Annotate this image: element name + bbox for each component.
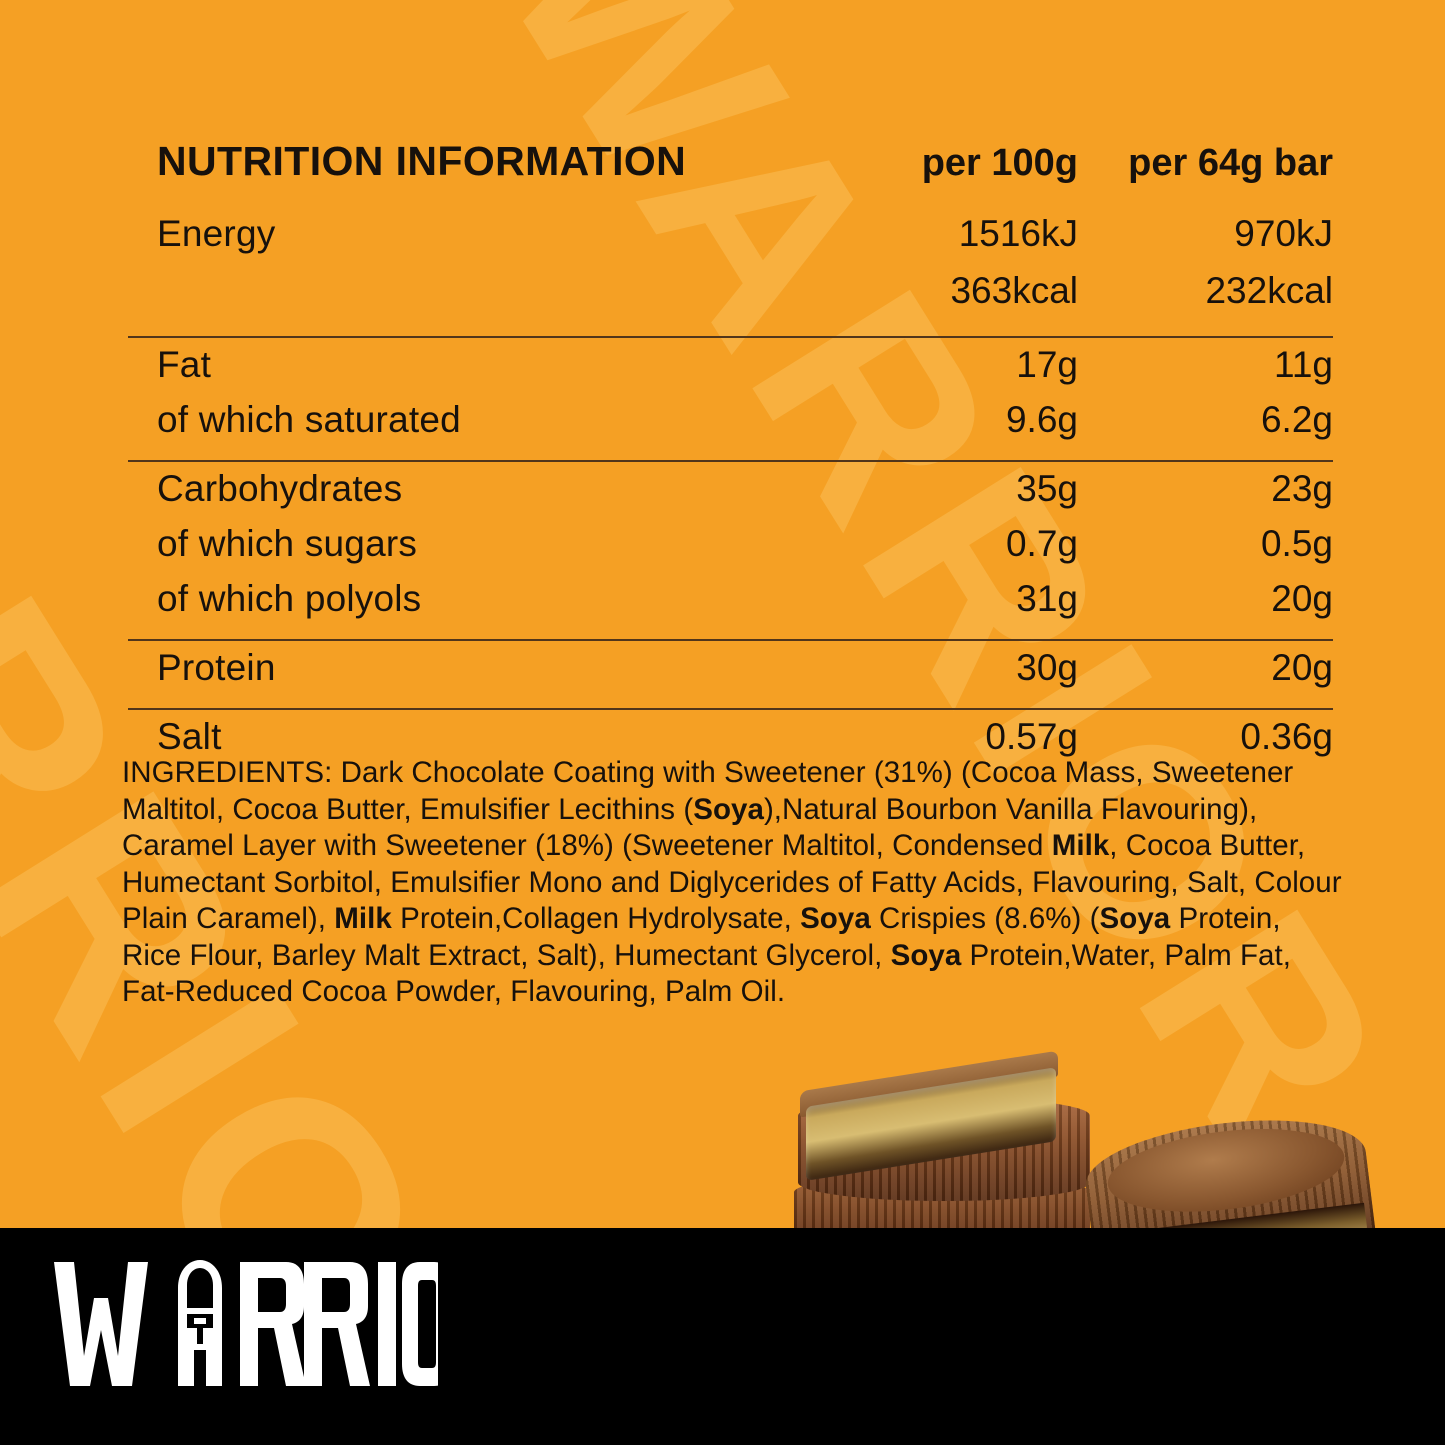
table-row: Energy 1516kJ 970kJ [128, 213, 1333, 270]
table-row: 363kcal 232kcal [128, 270, 1333, 327]
table-divider [128, 460, 1333, 462]
row-value-per-bar: 23g [1271, 468, 1333, 509]
table-divider [128, 639, 1333, 641]
nutrition-title: NUTRITION INFORMATION [157, 138, 687, 184]
row-value-per-100g: 31g [1016, 578, 1078, 619]
column-header-per-bar: per 64g bar [1128, 142, 1333, 184]
row-label: of which polyols [157, 578, 422, 619]
row-value-per-bar: 6.2g [1260, 399, 1333, 440]
row-value-per-bar: 11g [1274, 344, 1333, 385]
row-value-per-100g: 0.57g [985, 716, 1078, 757]
table-row: of which saturated 9.6g 6.2g [128, 399, 1333, 454]
row-label: Protein [157, 647, 276, 688]
row-value-per-bar: 20g [1271, 647, 1333, 688]
table-row: Salt 0.57g 0.36g [128, 716, 1333, 771]
row-value-per-100g: 35g [1016, 468, 1078, 509]
ingredients-text: INGREDIENTS: Dark Chocolate Coating with… [122, 756, 1342, 1008]
nutrition-header-row: NUTRITION INFORMATION per 100g per 64g b… [128, 138, 1333, 213]
table-row: Protein 30g 20g [128, 647, 1333, 702]
table-row: of which sugars 0.7g 0.5g [128, 523, 1333, 578]
row-value-per-100g: 9.6g [1005, 399, 1078, 440]
warrior-logo [48, 1258, 438, 1390]
nutrition-body: Energy 1516kJ 970kJ 363kcal 232kcal Fat … [128, 213, 1333, 771]
table-divider [128, 336, 1333, 338]
row-label: Carbohydrates [157, 468, 403, 509]
row-value-per-100g: 1516kJ [958, 213, 1078, 254]
row-label: Salt [157, 716, 222, 757]
row-label: Fat [157, 344, 212, 385]
row-value-per-100g: 17g [1016, 344, 1078, 385]
row-value-per-bar: 232kcal [1205, 270, 1333, 311]
nutrition-table: NUTRITION INFORMATION per 100g per 64g b… [128, 138, 1333, 771]
row-value-per-bar: 20g [1271, 578, 1333, 619]
row-value-per-100g: 30g [1016, 647, 1078, 688]
row-label: Energy [157, 213, 276, 254]
table-row: Fat 17g 11g [128, 344, 1333, 399]
table-divider [128, 708, 1333, 710]
row-label: of which sugars [157, 523, 418, 564]
column-header-per-100g: per 100g [921, 142, 1078, 184]
table-row: of which polyols 31g 20g [128, 578, 1333, 633]
row-value-per-100g: 363kcal [950, 270, 1078, 311]
row-value-per-100g: 0.7g [1005, 523, 1078, 564]
row-label: of which saturated [157, 399, 461, 440]
table-row: Carbohydrates 35g 23g [128, 468, 1333, 523]
row-value-per-bar: 0.36g [1240, 716, 1333, 757]
row-value-per-bar: 0.5g [1260, 523, 1333, 564]
row-value-per-bar: 970kJ [1234, 213, 1333, 254]
